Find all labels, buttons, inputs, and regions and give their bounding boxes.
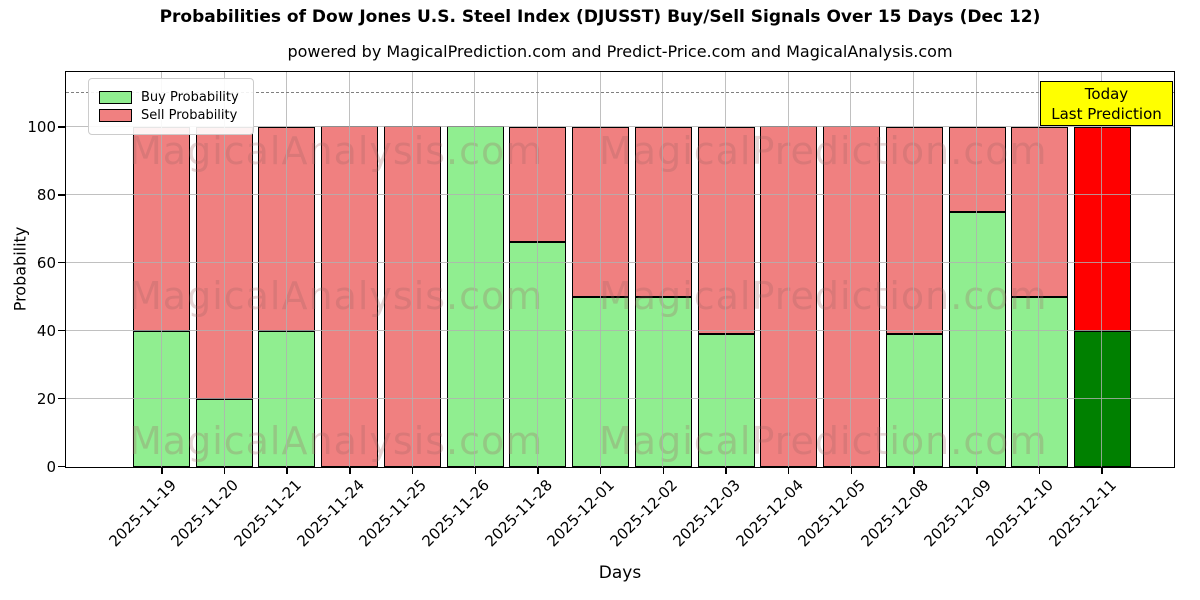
x-tick-2025-11-21 — [286, 468, 288, 474]
x-tick-label-2025-12-11: 2025-12-11 — [1045, 476, 1120, 551]
sell-segment — [1011, 126, 1069, 297]
legend-item-buy: Buy Probability — [99, 90, 239, 105]
x-tick-2025-12-08 — [913, 468, 915, 474]
plot-area: MagicalAnalysis.com MagicalPrediction.com… — [65, 71, 1175, 468]
x-tick-2025-12-05 — [850, 468, 853, 474]
x-tick-2025-11-25 — [411, 468, 414, 474]
dashed-threshold-line — [66, 92, 1174, 94]
watermark-text: MagicalPrediction.com — [599, 274, 1048, 318]
watermark-layer: MagicalAnalysis.com MagicalPrediction.com… — [66, 72, 1174, 467]
chart-title: Probabilities of Dow Jones U.S. Steel In… — [159, 7, 1041, 27]
buy-segment — [697, 334, 755, 467]
sell-segment — [885, 126, 943, 335]
x-tick-2025-12-03 — [725, 468, 727, 474]
buy-segment — [885, 334, 943, 467]
buy-probability-swatch — [99, 91, 132, 104]
y-tick-label-0: 0 — [46, 457, 56, 476]
sell-segment — [948, 126, 1006, 212]
bar-group-2025-12-04 — [758, 72, 821, 467]
x-axis-label: Days — [598, 563, 642, 583]
buy-segment — [634, 296, 692, 467]
sell-segment — [760, 126, 818, 467]
y-tick-100 — [58, 126, 65, 128]
x-tick-2025-11-26 — [474, 468, 477, 474]
y-tick-60 — [58, 261, 65, 264]
x-tick-label-2025-11-26: 2025-11-26 — [418, 476, 494, 551]
y-tick-label-40: 40 — [36, 321, 56, 340]
bar-group-2025-12-05 — [820, 72, 883, 467]
sell-probability-swatch — [99, 109, 132, 122]
bar-group-2025-12-08 — [883, 72, 946, 467]
x-tick-2025-12-10 — [1038, 468, 1041, 474]
bar-group-2025-12-03 — [695, 72, 758, 467]
x-tick-2025-12-01 — [599, 468, 602, 474]
today-annotation-box: Today Last Prediction — [1040, 81, 1173, 126]
watermark-text: MagicalAnalysis.com — [129, 274, 544, 318]
watermark-text: MagicalPrediction.com — [599, 419, 1048, 463]
x-tick-2025-12-11 — [1101, 468, 1103, 474]
x-tick-label-2025-12-08: 2025-12-08 — [857, 476, 932, 551]
y-tick-80 — [58, 194, 65, 196]
buy-segment — [948, 211, 1006, 467]
x-tick-label-2025-11-21: 2025-11-21 — [230, 476, 305, 551]
sell-segment — [823, 126, 881, 467]
legend-label-buy: Buy Probability — [141, 90, 239, 105]
bar-group-2025-12-10 — [1009, 72, 1072, 467]
sell-segment — [634, 126, 692, 297]
bar-group-2025-12-02 — [632, 72, 695, 467]
x-tick-2025-11-19 — [161, 468, 163, 474]
x-tick-2025-11-24 — [349, 468, 351, 474]
x-tick-label-2025-12-02: 2025-12-02 — [606, 476, 682, 551]
y-tick-40 — [58, 329, 65, 332]
y-tick-20 — [58, 397, 65, 400]
sell-segment — [1074, 126, 1132, 331]
x-tick-2025-11-20 — [223, 468, 226, 474]
y-tick-label-60: 60 — [36, 253, 56, 272]
watermark-text: MagicalAnalysis.com — [129, 129, 544, 173]
legend: Buy Probability Sell Probability — [88, 78, 254, 135]
watermark-text: MagicalPrediction.com — [599, 129, 1048, 173]
watermark-text: MagicalAnalysis.com — [129, 419, 544, 463]
legend-item-sell: Sell Probability — [99, 108, 239, 123]
x-tick-2025-12-04 — [787, 468, 790, 474]
buy-segment — [1011, 296, 1069, 467]
legend-label-sell: Sell Probability — [141, 108, 238, 123]
y-tick-label-100: 100 — [27, 117, 56, 136]
today-annotation-line1: Today — [1084, 84, 1129, 103]
x-tick-label-2025-12-03: 2025-12-03 — [669, 476, 744, 551]
today-annotation-line2: Last Prediction — [1051, 104, 1162, 123]
y-tick-0 — [58, 465, 65, 468]
x-tick-2025-11-28 — [537, 468, 539, 474]
y-tick-label-20: 20 — [36, 389, 56, 408]
x-tick-2025-12-09 — [976, 468, 978, 474]
chart-subtitle: powered by MagicalPrediction.com and Pre… — [287, 42, 953, 61]
bar-group-2025-12-09 — [946, 72, 1009, 467]
x-tick-2025-12-02 — [662, 468, 665, 474]
y-tick-label-80: 80 — [36, 185, 56, 204]
